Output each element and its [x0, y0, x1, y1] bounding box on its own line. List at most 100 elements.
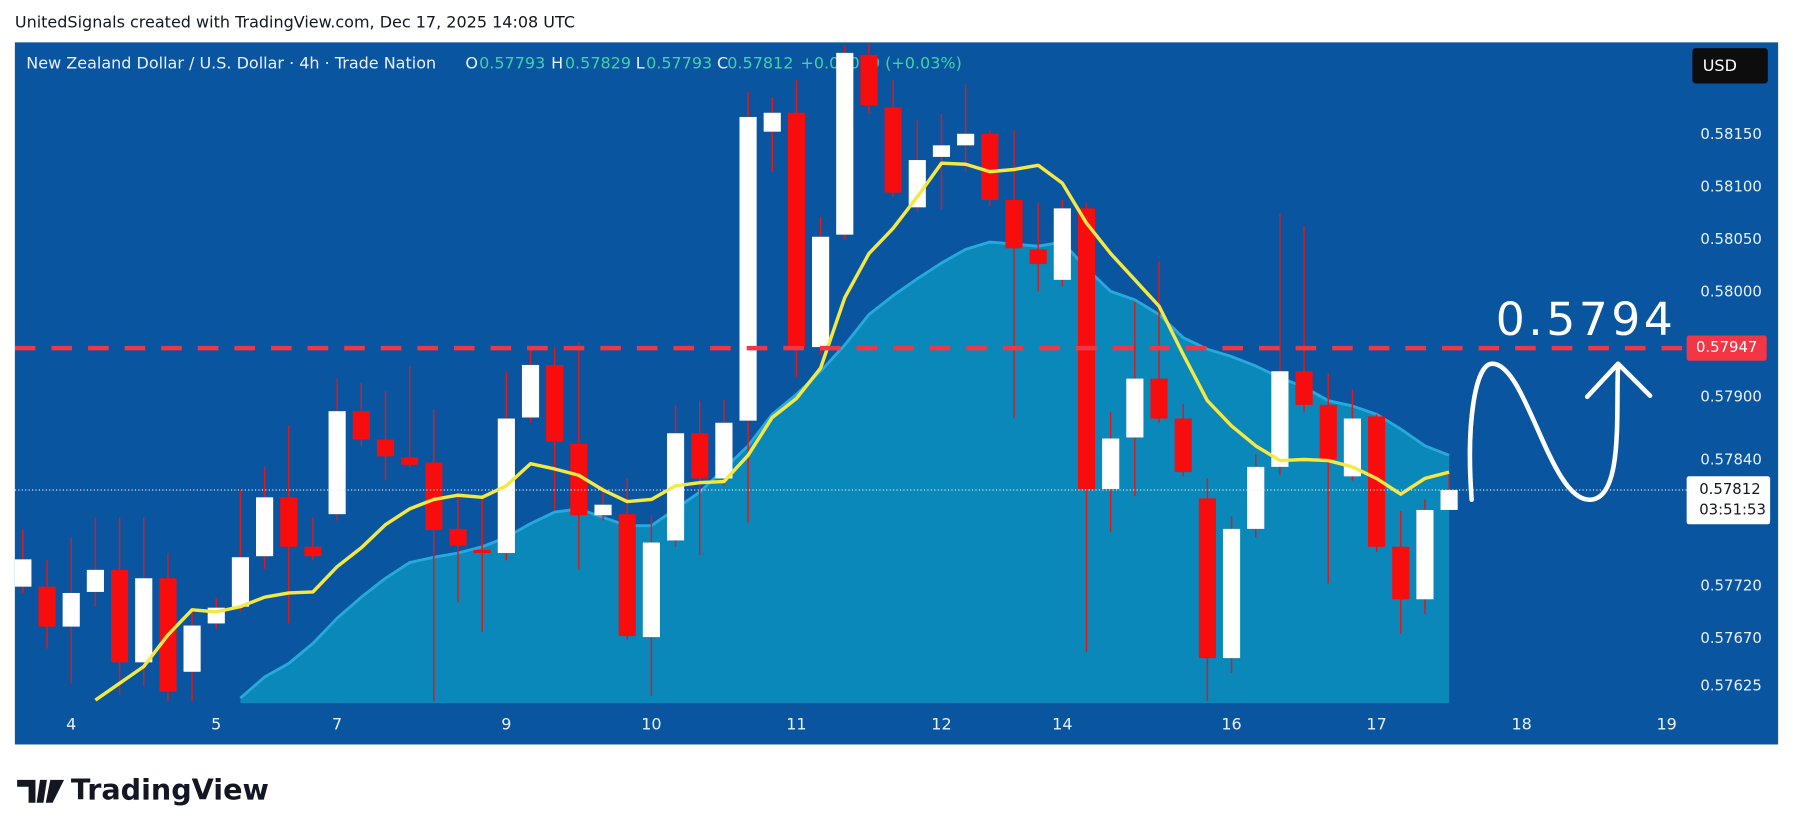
y-tick-label: 0.58050 — [1700, 230, 1761, 248]
candle-body-down — [1319, 404, 1337, 460]
candle-body-up — [739, 116, 757, 421]
candle-body-down — [376, 439, 395, 457]
price-annotation: 0.5794 — [1496, 293, 1677, 346]
candle-body-up — [1271, 371, 1289, 467]
y-tick-label: 0.57840 — [1700, 451, 1761, 469]
x-tick-label: 17 — [1366, 715, 1386, 734]
candle-body-up — [642, 542, 660, 638]
candle-body-up — [183, 625, 201, 672]
candle-body-up — [1247, 466, 1265, 529]
level-label-box — [1686, 335, 1767, 361]
y-tick-label: 0.58000 — [1700, 282, 1761, 300]
candle-body-up — [908, 160, 926, 208]
candle-body-down — [1029, 249, 1047, 265]
candle-body-up — [1416, 509, 1434, 600]
candle-body-up — [957, 133, 975, 146]
candle-body-down — [1295, 371, 1313, 405]
candle-body-up — [1343, 418, 1361, 477]
area-fill — [240, 242, 1450, 704]
plot-area — [14, 43, 1687, 704]
candle-body-up — [1222, 528, 1241, 659]
ohlc-change: +0.00019 (+0.03%) — [800, 54, 961, 73]
currency-button[interactable] — [1692, 48, 1768, 84]
candle-body-down — [1150, 378, 1168, 419]
candle-body-down — [473, 549, 491, 554]
y-tick-label: 0.58100 — [1700, 177, 1761, 195]
brand-name: TradingView — [71, 772, 269, 806]
candle-body-up — [328, 411, 346, 515]
candle-body-up — [1053, 208, 1071, 280]
x-tick-label: 4 — [66, 715, 76, 734]
candle-body-up — [256, 497, 274, 557]
candle-body-up — [1126, 378, 1144, 438]
x-tick-label: 11 — [786, 715, 806, 734]
y-tick-label: 0.57900 — [1700, 388, 1761, 406]
candle-body-down — [860, 54, 878, 106]
candle-body-up — [135, 578, 153, 663]
candle-body-down — [110, 569, 129, 663]
candle-body-down — [884, 107, 902, 193]
candle-body-up — [1102, 438, 1120, 489]
candle-body-down — [1392, 546, 1410, 600]
x-tick-label: 18 — [1511, 715, 1531, 734]
candle-body-down — [449, 528, 467, 546]
candle-body-down — [546, 364, 564, 442]
candle-body-down — [787, 112, 805, 348]
countdown-label: 03:51:53 — [1699, 501, 1766, 519]
brand-logo: TradingView — [17, 772, 269, 806]
ohlc-value: 0.57812 — [727, 54, 793, 73]
x-tick-label: 12 — [931, 715, 951, 734]
candle-body-up — [231, 557, 250, 607]
candle-body-down — [1005, 199, 1023, 249]
drawn-arrow — [1467, 361, 1653, 503]
y-tick-label: 0.57720 — [1700, 577, 1761, 595]
candle-body-down — [691, 433, 709, 479]
candle-body-up — [594, 504, 612, 516]
candle-body-up — [521, 364, 540, 418]
candle-body-down — [280, 497, 298, 547]
candle-body-down — [618, 514, 636, 637]
candle-body-down — [570, 443, 588, 516]
candle-body-up — [1440, 489, 1458, 510]
brand-icon — [17, 779, 65, 803]
candle-body-down — [304, 546, 322, 557]
candle-body-up — [14, 559, 32, 587]
last-price-label: 0.57812 — [1699, 480, 1760, 498]
x-tick-label: 10 — [641, 715, 661, 734]
candle-body-down — [1174, 418, 1192, 473]
ohlc-label: O — [465, 54, 478, 73]
candle-body-down — [401, 457, 419, 465]
ohlc-value: 0.57793 — [646, 54, 712, 73]
candle-body-down — [38, 586, 56, 627]
candle-body-down — [981, 133, 999, 200]
area-edge — [239, 240, 1450, 700]
y-tick-label: 0.58150 — [1700, 125, 1761, 143]
x-tick-label: 16 — [1221, 715, 1241, 734]
level-label: 0.57947 — [1696, 338, 1757, 356]
candle-body-up — [715, 422, 733, 479]
symbol-title: New Zealand Dollar / U.S. Dollar · 4h · … — [26, 54, 436, 73]
candle-body-up — [763, 112, 781, 132]
last-price-box — [1686, 476, 1771, 525]
candle-body-up — [836, 52, 854, 235]
candle-body-up — [812, 236, 830, 348]
candle-body-up — [932, 145, 951, 157]
x-tick-label: 9 — [501, 715, 511, 734]
x-tick-label: 19 — [1656, 715, 1676, 734]
candle-body-down — [352, 411, 370, 440]
x-tick-label: 5 — [211, 715, 221, 734]
x-tick-label: 14 — [1052, 715, 1072, 734]
symbol-legend: New Zealand Dollar / U.S. Dollar · 4h · … — [26, 54, 962, 73]
y-tick-label: 0.57670 — [1700, 629, 1761, 647]
ohlc-value: 0.57793 — [479, 54, 545, 73]
attribution: UnitedSignals created with TradingView.c… — [15, 12, 575, 31]
candle-body-down — [1368, 416, 1386, 547]
ohlc-label: L — [636, 54, 645, 73]
candle-body-down — [1198, 498, 1216, 659]
candle-body-down — [425, 462, 443, 530]
y-tick-label: 0.57625 — [1700, 676, 1761, 694]
ohlc-label: H — [551, 54, 563, 73]
ohlc-value: 0.57829 — [565, 54, 631, 73]
